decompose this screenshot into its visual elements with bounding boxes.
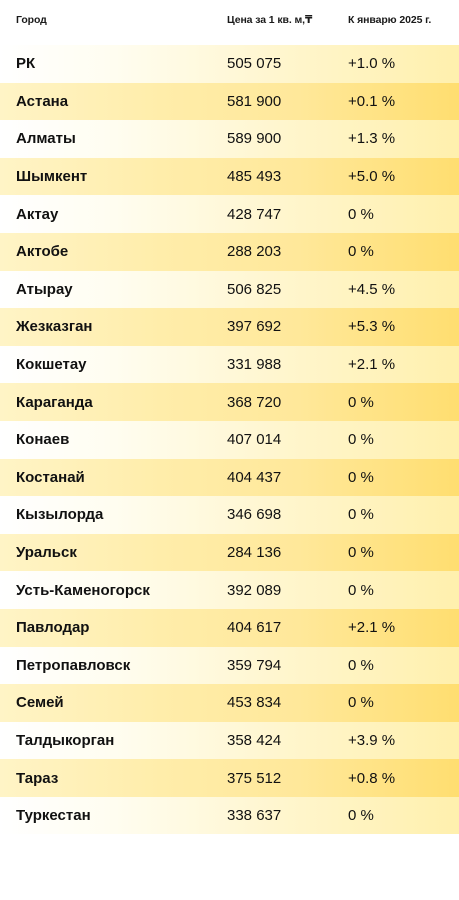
price-cell: 485 493	[227, 168, 282, 186]
city-cell: Талдыкорган	[16, 731, 115, 749]
city-cell: Актобе	[16, 243, 69, 261]
change-cell: +0.1 %	[348, 92, 396, 110]
table-row: Актау 428 747 0 %	[0, 195, 459, 233]
change-cell: 0 %	[348, 393, 374, 411]
city-cell: Кокшетау	[16, 356, 87, 374]
price-cell: 338 637	[227, 807, 282, 825]
city-cell: Усть-Каменогорск	[16, 581, 150, 599]
price-cell: 392 089	[227, 581, 282, 599]
change-cell: 0 %	[348, 694, 374, 712]
city-cell: Кызылорда	[16, 506, 104, 524]
price-cell: 453 834	[227, 694, 282, 712]
change-cell: 0 %	[348, 581, 374, 599]
change-cell: +0.8 %	[348, 769, 396, 787]
table-row: Жезказган 397 692 +5.3 %	[0, 308, 459, 346]
table-header: Город Цена за 1 кв. м,₸ К январю 2025 г.	[0, 0, 459, 40]
change-cell: 0 %	[348, 431, 374, 449]
price-cell: 346 698	[227, 506, 282, 524]
price-cell: 288 203	[227, 243, 282, 261]
table-row: Костанай 404 437 0 %	[0, 458, 459, 497]
header-city: Город	[16, 14, 47, 26]
header-change: К январю 2025 г.	[348, 14, 432, 26]
table-row: Актобе 288 203 0 %	[0, 232, 459, 271]
table-row: Усть-Каменогорск 392 089 0 %	[0, 571, 459, 609]
change-cell: +5.3 %	[348, 318, 396, 336]
city-cell: Петропавловск	[16, 656, 131, 674]
city-cell: Туркестан	[16, 807, 91, 825]
change-cell: 0 %	[348, 506, 374, 524]
change-cell: +3.9 %	[348, 731, 396, 749]
change-cell: +1.3 %	[348, 130, 396, 148]
table-row: Туркестан 338 637 0 %	[0, 796, 459, 835]
price-cell: 284 136	[227, 544, 282, 562]
city-cell: Караганда	[16, 393, 93, 411]
city-cell: Костанай	[16, 468, 85, 486]
price-cell: 407 014	[227, 431, 282, 449]
table-row: Кокшетау 331 988 +2.1 %	[0, 345, 459, 384]
city-cell: Конаев	[16, 431, 70, 449]
table-row: Петропавловск 359 794 0 %	[0, 646, 459, 685]
city-cell: Жезказган	[16, 318, 93, 336]
table-row: Алматы 589 900 +1.3 %	[0, 120, 459, 158]
city-cell: Павлодар	[16, 619, 90, 637]
table-row: Астана 581 900 +0.1 %	[0, 82, 459, 121]
city-cell: Астана	[16, 92, 69, 110]
table-row: Тараз 375 512 +0.8 %	[0, 759, 459, 797]
table-row: Талдыкорган 358 424 +3.9 %	[0, 721, 459, 760]
price-cell: 375 512	[227, 769, 282, 787]
price-cell: 331 988	[227, 356, 282, 374]
table-row: Семей 453 834 0 %	[0, 684, 459, 722]
change-cell: +2.1 %	[348, 619, 396, 637]
change-cell: 0 %	[348, 468, 374, 486]
city-cell: РК	[16, 55, 36, 73]
change-cell: 0 %	[348, 205, 374, 223]
table-row: Атырау 506 825 +4.5 %	[0, 270, 459, 309]
change-cell: 0 %	[348, 243, 374, 261]
change-cell: 0 %	[348, 544, 374, 562]
city-cell: Шымкент	[16, 168, 88, 186]
price-cell: 505 075	[227, 55, 282, 73]
table-row: Конаев 407 014 0 %	[0, 420, 459, 459]
price-cell: 581 900	[227, 92, 282, 110]
city-cell: Тараз	[16, 769, 59, 787]
price-cell: 428 747	[227, 205, 282, 223]
price-cell: 359 794	[227, 656, 282, 674]
table-row: Караганда 368 720 0 %	[0, 383, 459, 421]
price-table: Город Цена за 1 кв. м,₸ К январю 2025 г.…	[0, 0, 459, 835]
price-cell: 404 617	[227, 619, 282, 637]
change-cell: +4.5 %	[348, 280, 396, 298]
change-cell: +5.0 %	[348, 168, 396, 186]
table-row: Уральск 284 136 0 %	[0, 533, 459, 572]
price-cell: 404 437	[227, 468, 282, 486]
table-row: РК 505 075 +1.0 %	[0, 45, 459, 83]
table-row: Павлодар 404 617 +2.1 %	[0, 608, 459, 647]
table-body: РК 505 075 +1.0 % Астана 581 900 +0.1 % Алматы…	[0, 45, 459, 835]
city-cell: Актау	[16, 205, 59, 223]
city-cell: Атырау	[16, 280, 73, 298]
change-cell: 0 %	[348, 656, 374, 674]
price-cell: 506 825	[227, 280, 282, 298]
change-cell: 0 %	[348, 807, 374, 825]
city-cell: Семей	[16, 694, 64, 712]
change-cell: +2.1 %	[348, 356, 396, 374]
price-cell: 397 692	[227, 318, 282, 336]
change-cell: +1.0 %	[348, 55, 396, 73]
table-row: Кызылорда 346 698 0 %	[0, 496, 459, 534]
table-row: Шымкент 485 493 +5.0 %	[0, 157, 459, 196]
header-price: Цена за 1 кв. м,₸	[227, 14, 313, 26]
city-cell: Алматы	[16, 130, 76, 148]
price-cell: 368 720	[227, 393, 282, 411]
city-cell: Уральск	[16, 544, 77, 562]
price-cell: 358 424	[227, 731, 282, 749]
price-cell: 589 900	[227, 130, 282, 148]
